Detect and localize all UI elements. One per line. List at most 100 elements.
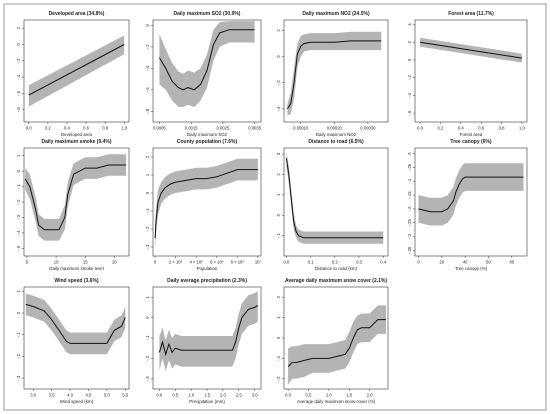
panel-title: Developed area (34.8%) <box>49 11 105 17</box>
y-tick-label: -.2 <box>145 355 150 361</box>
y-tick-label: 1 <box>145 173 150 176</box>
effect-line <box>158 29 255 91</box>
confidence-band <box>288 305 386 385</box>
confidence-band <box>28 35 125 107</box>
x-tick-label: 40 <box>463 260 468 265</box>
panel-9: Wind speed (3.6%) 3.0 3.5 4.0 4.5 5.0 5.5 -.3 -.… <box>16 278 130 404</box>
plot-frame <box>283 147 389 257</box>
y-tick-label: -.6 <box>16 90 21 96</box>
effect-line <box>24 164 127 231</box>
x-tick-label: 0.6 <box>478 126 484 131</box>
panel-8: Tree canopy (6%) 0 20 40 60 80 -.35 -.3 -.25 -.2 -… <box>407 139 528 271</box>
x-tick-label: 0.0 <box>26 126 32 131</box>
y-tick-label: 0 <box>407 58 412 61</box>
y-tick-label: -.4 <box>407 92 412 98</box>
x-tick-label: 0.8 <box>102 126 108 131</box>
y-tick-label: -.2 <box>145 44 150 50</box>
y-tick-label: 2 <box>276 173 281 176</box>
panel-10: Daily average precipitation (2.3%) 0.0 0.5… <box>145 278 262 404</box>
y-tick-label: -.3 <box>407 234 412 240</box>
x-tick-label: 2.0 <box>220 393 226 398</box>
panel-title: Daily maximum SO2 (30.9%) <box>174 11 241 17</box>
x-axis-label: Average daily maximum snow cover (%) <box>297 399 376 404</box>
y-tick-label: -.3 <box>16 214 21 220</box>
x-tick-label: 80 <box>509 260 514 265</box>
y-tick-label: -.3 <box>145 244 150 250</box>
x-tick-label: 1.5 <box>346 393 352 398</box>
panel-title: County population (7.6%) <box>177 139 238 145</box>
panel-6: County population (7.6%) 0 2 × 10⁶ 4 × 10⁶ 6… <box>145 139 261 271</box>
x-tick-label: 6 × 10⁶ <box>210 260 224 265</box>
y-tick-label: 2 <box>407 40 412 43</box>
plot-frame <box>152 19 262 123</box>
x-tick-label: 10⁷ <box>255 260 262 265</box>
plot-frame <box>152 147 262 257</box>
y-tick-label: -.2 <box>16 58 21 64</box>
panel-title: Daily average precipitation (2.3%) <box>167 278 247 284</box>
y-tick-label: 2 <box>276 29 281 32</box>
effect-line <box>286 40 382 110</box>
x-axis-label: Distance to road (km) <box>315 266 358 271</box>
x-tick-label: 0.1 <box>308 260 314 265</box>
x-axis-label: Developed area <box>61 132 93 137</box>
y-tick-label: -.2 <box>145 226 150 232</box>
x-tick-label: 3.5 <box>49 393 55 398</box>
x-tick-label: 0.0 <box>284 260 290 265</box>
panel-title: Forest area (11.7%) <box>448 11 494 17</box>
x-tick-label: 0.00020 <box>327 126 343 131</box>
x-tick-label: 0.0 <box>156 393 162 398</box>
y-tick-label: 0 <box>276 336 281 339</box>
plot-frame <box>283 19 389 123</box>
y-tick-label: -.4 <box>276 106 281 112</box>
y-tick-label: -.2 <box>276 80 281 86</box>
x-tick-label: 1.5 <box>204 393 210 398</box>
effect-line <box>28 44 125 96</box>
x-tick-label: 0.5 <box>306 393 312 398</box>
effect-line <box>420 41 522 59</box>
y-tick-label: -.1 <box>276 233 281 239</box>
confidence-band <box>25 293 126 355</box>
x-tick-label: 5.0 <box>104 393 110 398</box>
x-tick-label: 4.0 <box>67 393 73 398</box>
x-tick-label: 2.5 <box>236 393 242 398</box>
y-tick-label: 0 <box>407 152 412 155</box>
panel-title: Daily maximum smoke (9.4%) <box>41 139 111 145</box>
x-axis-label: Daily maximum NO2 <box>316 132 357 137</box>
y-tick-label: 0 <box>16 169 21 172</box>
y-tick-label: 0 <box>16 43 21 46</box>
x-tick-label: 0.0025 <box>216 126 229 131</box>
y-tick-label: -.35 <box>407 246 412 254</box>
x-tick-label: 1.0 <box>326 393 332 398</box>
y-tick-label: -.8 <box>16 107 21 113</box>
y-tick-label: 1 <box>276 316 281 319</box>
x-tick-label: 0.0 <box>285 393 291 398</box>
y-tick-label: -.15 <box>407 191 412 199</box>
panel-4: Forest area (11.7%) 0.0 0.2 0.4 0.6 0.8 1.0 -.6… <box>407 11 528 137</box>
effect-line <box>285 158 384 239</box>
x-tick-label: 15 <box>83 260 88 265</box>
y-tick-label: -.6 <box>407 110 412 116</box>
x-axis-label: Precipitation (mm) <box>189 399 225 404</box>
x-tick-label: 0.0035 <box>248 126 261 131</box>
x-tick-label: 1.0 <box>188 393 194 398</box>
y-tick-label: 0 <box>16 311 21 314</box>
x-axis-label: Population <box>197 266 218 271</box>
panel-title: Wind speed (3.6%) <box>54 278 98 284</box>
panel-title: Daily maximum NO2 (24.5%) <box>302 11 370 17</box>
x-tick-label: 60 <box>486 260 491 265</box>
confidence-band <box>25 154 127 241</box>
panel-11: Average daily maximum snow cover (2.1%) 0… <box>276 278 389 404</box>
x-tick-label: 0.00030 <box>360 126 376 131</box>
x-tick-label: 1.0 <box>121 126 127 131</box>
y-tick-label: 1 <box>16 154 21 157</box>
y-tick-label: -.2 <box>16 199 21 205</box>
confidence-band <box>286 152 384 244</box>
effect-line <box>287 319 386 367</box>
panel-2: Daily maximum SO2 (30.9%) 0.0005 0.0015 0.0… <box>145 11 262 137</box>
confidence-band <box>159 21 255 108</box>
x-tick-label: 4.5 <box>86 393 92 398</box>
x-tick-label: 8 × 10⁶ <box>231 260 245 265</box>
y-tick-label: 1 <box>145 295 150 298</box>
